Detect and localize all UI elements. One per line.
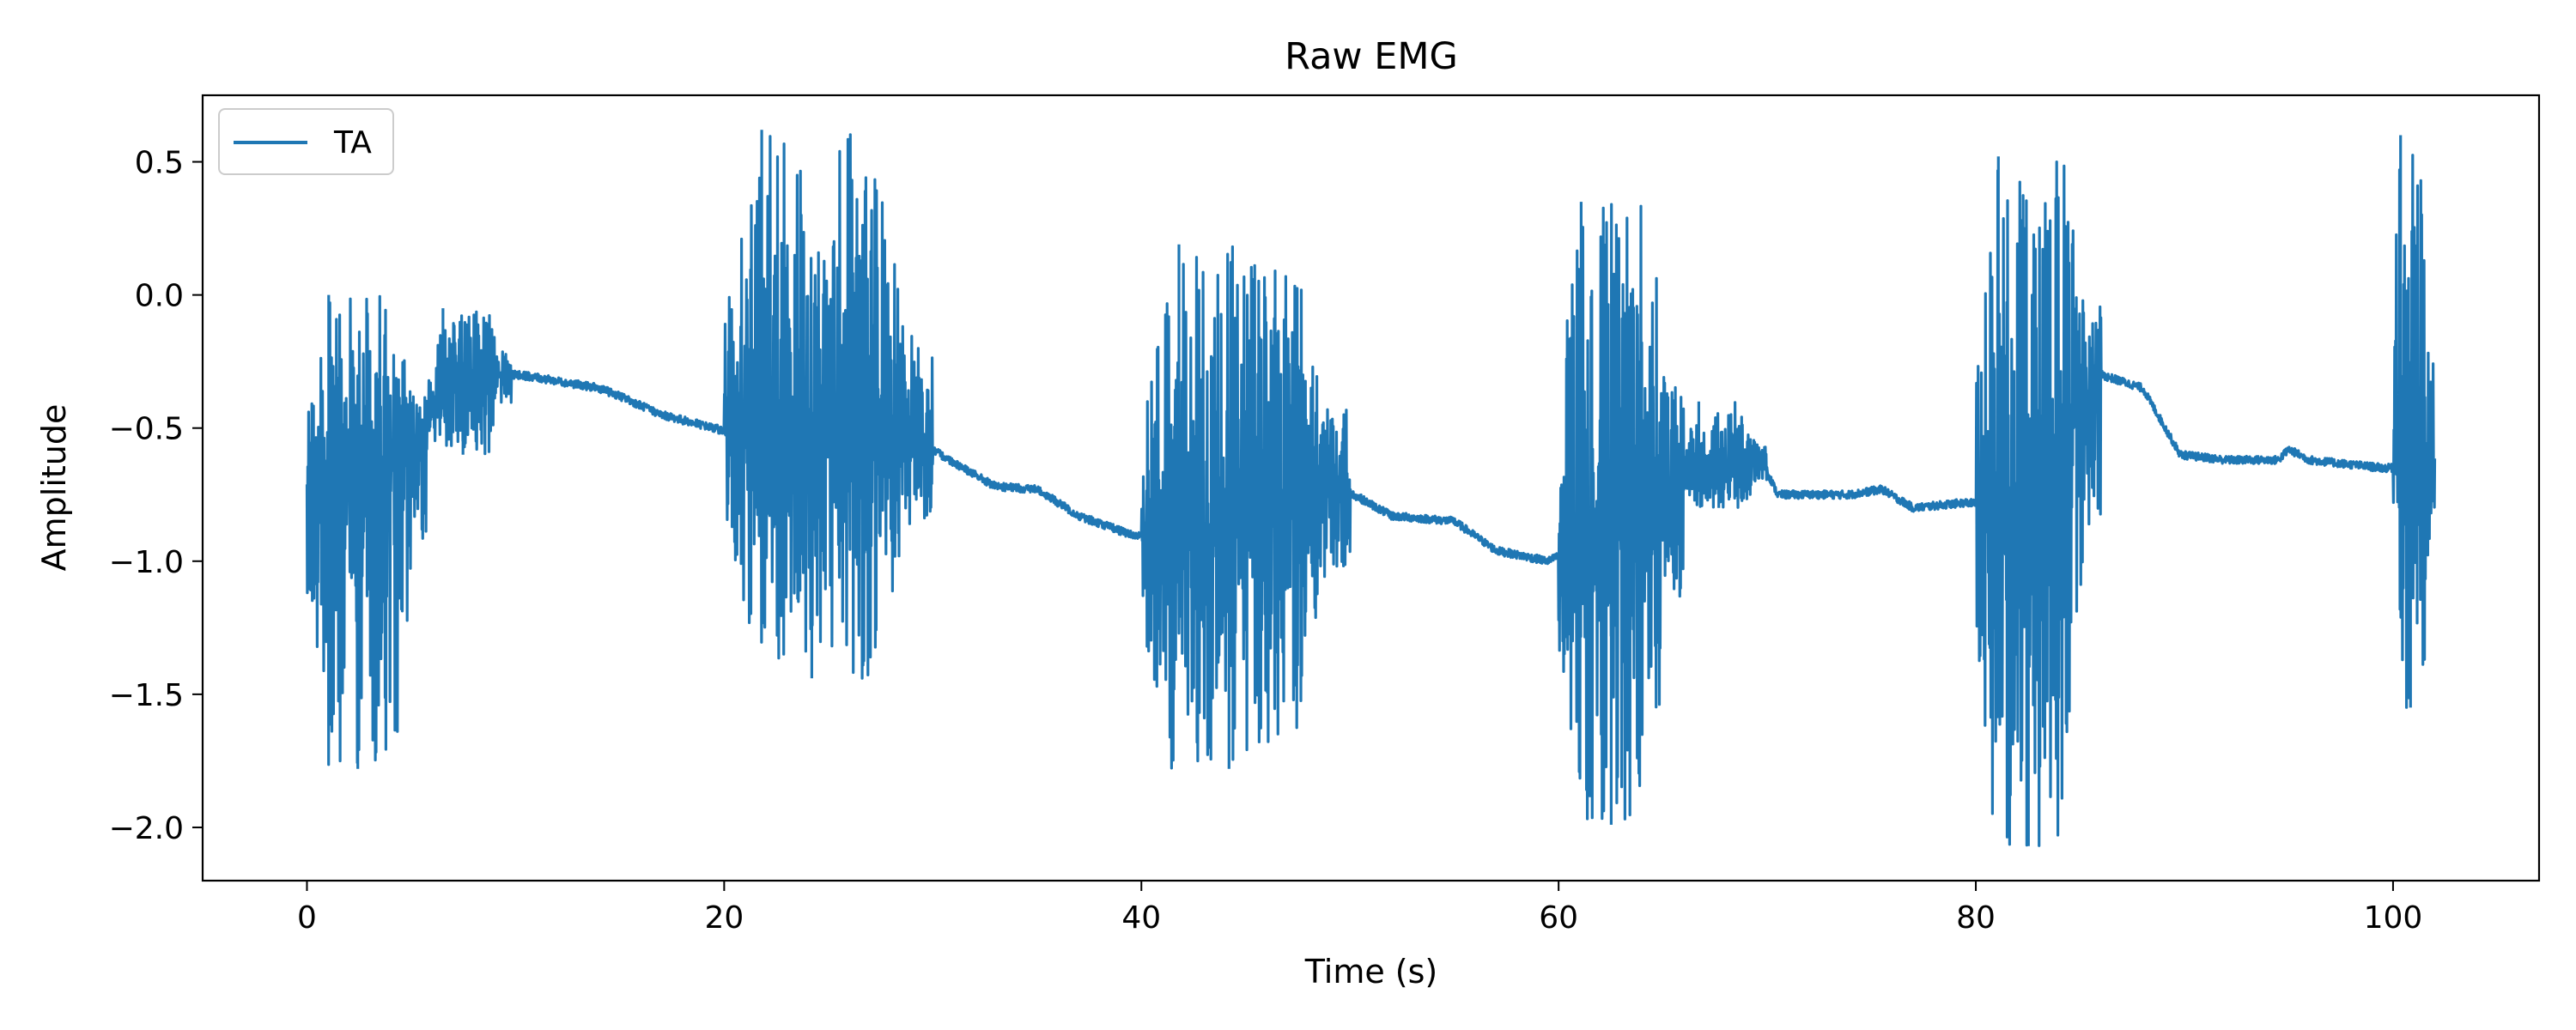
- x-axis-label: Time (s): [1304, 953, 1438, 991]
- y-axis: 0.5 0.0 −0.5 −1.0 −1.5 −2.0: [109, 146, 203, 846]
- chart-title: Raw EMG: [1285, 35, 1458, 78]
- x-tick-label: 60: [1539, 900, 1578, 936]
- x-tick-label: 0: [297, 900, 317, 936]
- y-tick-label: −0.5: [109, 412, 184, 447]
- plot-area: [305, 130, 2437, 847]
- y-tick-label: −1.0: [109, 545, 184, 580]
- y-tick-label: 0.0: [135, 279, 184, 314]
- y-tick-label: 0.5: [135, 146, 184, 181]
- x-axis: 0 20 40 60 80 100: [297, 881, 2422, 936]
- y-tick-label: −1.5: [109, 678, 184, 713]
- y-tick-label: −2.0: [109, 811, 184, 846]
- x-tick-label: 100: [2364, 900, 2423, 936]
- x-tick-label: 80: [1956, 900, 1996, 936]
- y-axis-label: Amplitude: [35, 404, 73, 572]
- legend: TA: [218, 108, 394, 175]
- series-line-ta: [305, 130, 2437, 847]
- axes-frame: [201, 94, 2541, 882]
- x-tick-label: 40: [1121, 900, 1161, 936]
- x-tick-label: 20: [704, 900, 744, 936]
- legend-label-ta: TA: [333, 125, 372, 161]
